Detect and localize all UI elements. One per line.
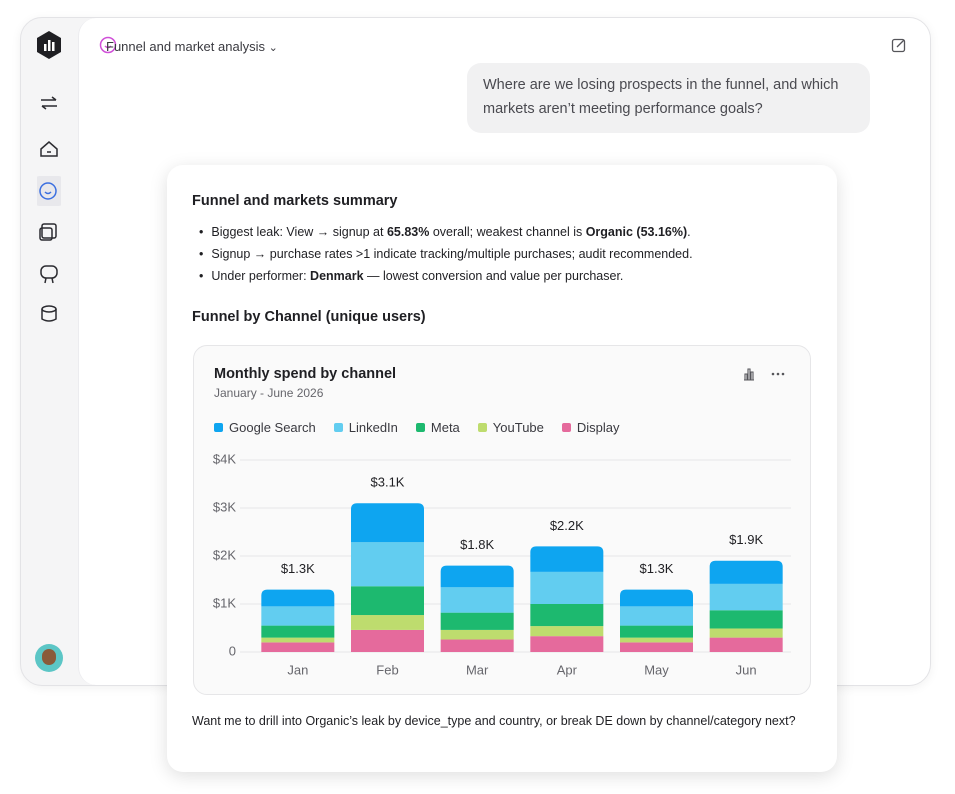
legend-swatch: [415, 423, 425, 432]
bar-segment: [440, 587, 514, 613]
bullet-text: Organic (53.16%): [585, 225, 688, 239]
legend-item: Meta: [415, 420, 460, 435]
bar-segment: [620, 625, 693, 638]
y-tick-label: $2K: [213, 547, 236, 562]
x-tick-label: Apr: [557, 662, 578, 677]
bar-segment: [709, 560, 783, 584]
bar-segment: [440, 565, 514, 588]
legend-swatch: [333, 423, 343, 432]
total-label: $1.3K: [640, 561, 674, 576]
legend: Google Search LinkedIn Meta YouTube Display: [214, 420, 620, 435]
bar-segment: [709, 637, 783, 652]
bullet-text: 65.83%: [386, 225, 430, 239]
total-label: $2.2K: [550, 518, 584, 533]
bullet-item: Under performer: Denmark — lowest conver…: [199, 265, 693, 287]
section-title: Funnel by Channel (unique users): [192, 309, 426, 325]
bullet-text: Signup → purchase rates >1 indicate trac…: [211, 247, 693, 261]
bar-segment: [440, 639, 514, 652]
legend-item: Google Search: [214, 420, 316, 435]
bar-segment: [261, 642, 335, 652]
legend-item: YouTube: [477, 420, 544, 435]
total-label: $1.9K: [729, 532, 763, 547]
bar-segment: [440, 612, 514, 630]
bullet-text: Under performer:: [211, 269, 311, 283]
user-message: Where are we losing prospects in the fun…: [467, 63, 870, 133]
bullet-text: — lowest conversion and value per purcha…: [363, 269, 624, 283]
bar-segment: [530, 636, 604, 652]
legend-item: Display: [561, 420, 620, 435]
bar-segment: [261, 589, 335, 607]
legend-swatch: [477, 423, 487, 432]
y-tick-label: 0: [229, 643, 236, 658]
legend-label: YouTube: [492, 420, 544, 435]
y-tick-label: $4K: [213, 451, 236, 466]
x-tick-label: May: [644, 662, 669, 677]
bar-segment: [351, 542, 424, 587]
bar-segment: [261, 606, 335, 626]
bar-segment: [530, 546, 604, 572]
follow-up-question: Want me to drill into Organic’s leak by …: [192, 714, 796, 728]
x-tick-label: Mar: [466, 662, 489, 677]
legend-item: LinkedIn: [333, 420, 398, 435]
bar-segment: [620, 642, 693, 652]
x-tick-label: Jan: [287, 662, 308, 677]
bar-segment: [351, 586, 424, 616]
user-avatar[interactable]: [35, 644, 63, 672]
total-label: $1.8K: [460, 537, 494, 552]
chart-card: 0 $1K $2K $3K $4K $1.3K Jan $3.1K Feb $1.8K Mar $2.…: [193, 345, 811, 695]
y-tick-label: $3K: [213, 499, 236, 514]
bullet-text: overall; weakest channel is: [429, 225, 586, 239]
y-tick-label: $1K: [213, 595, 236, 610]
x-tick-label: Feb: [376, 662, 398, 677]
bar-segment: [709, 628, 783, 638]
sidebar-icons[interactable]: [37, 94, 61, 354]
chart-title: Monthly spend by channel: [214, 366, 397, 382]
bar-segment: [530, 626, 604, 637]
conversation-icon: [99, 36, 117, 54]
bar-segment: [351, 629, 424, 652]
x-tick-label: Jun: [736, 662, 757, 677]
bar-segment: [351, 503, 424, 543]
bullet-text: Denmark: [310, 269, 364, 283]
total-label: $3.1K: [371, 475, 405, 490]
legend-label: Meta: [430, 420, 460, 435]
chart-subtitle: January - June 2026: [214, 386, 324, 400]
total-label: $1.3K: [281, 561, 315, 576]
conversation-title-text: Funnel and market analysis: [106, 39, 265, 54]
bullet-list: Biggest leak: View → signup at 65.83% ov…: [199, 221, 693, 287]
bar-segment: [440, 629, 514, 640]
bar-segment: [620, 589, 693, 607]
bullet-text: Biggest leak: View → signup at: [211, 225, 387, 239]
legend-swatch: [214, 423, 223, 432]
legend-label: LinkedIn: [348, 420, 398, 435]
response-card: Funnel and markets summary Biggest leak:…: [167, 165, 837, 772]
bar-segment: [709, 583, 783, 611]
bar-segment: [709, 610, 783, 629]
logo: [35, 30, 63, 65]
bullet-item: Biggest leak: View → signup at 65.83% ov…: [199, 221, 693, 243]
bullet-item: Signup → purchase rates >1 indicate trac…: [199, 243, 693, 265]
bar-segment: [620, 637, 693, 643]
legend-swatch: [561, 423, 571, 432]
bar-segment: [620, 606, 693, 626]
conversation-title[interactable]: Funnel and market analysis ⌄: [106, 39, 278, 54]
card-title: Funnel and markets summary: [192, 193, 398, 209]
bullet-text: .: [687, 225, 691, 239]
chart-actions[interactable]: [742, 366, 792, 382]
bar-segment: [530, 604, 604, 627]
bar-segment: [351, 615, 424, 630]
legend-label: Display: [576, 420, 620, 435]
bar-segment: [261, 625, 335, 638]
chart: 0 $1K $2K $3K $4K $1.3K Jan $3.1K Feb $1.8K Mar $2.…: [213, 451, 791, 677]
bar-segment: [261, 637, 335, 643]
bar-segment: [530, 571, 604, 604]
edit-icon[interactable]: [891, 37, 907, 53]
legend-label: Google Search: [229, 420, 316, 435]
